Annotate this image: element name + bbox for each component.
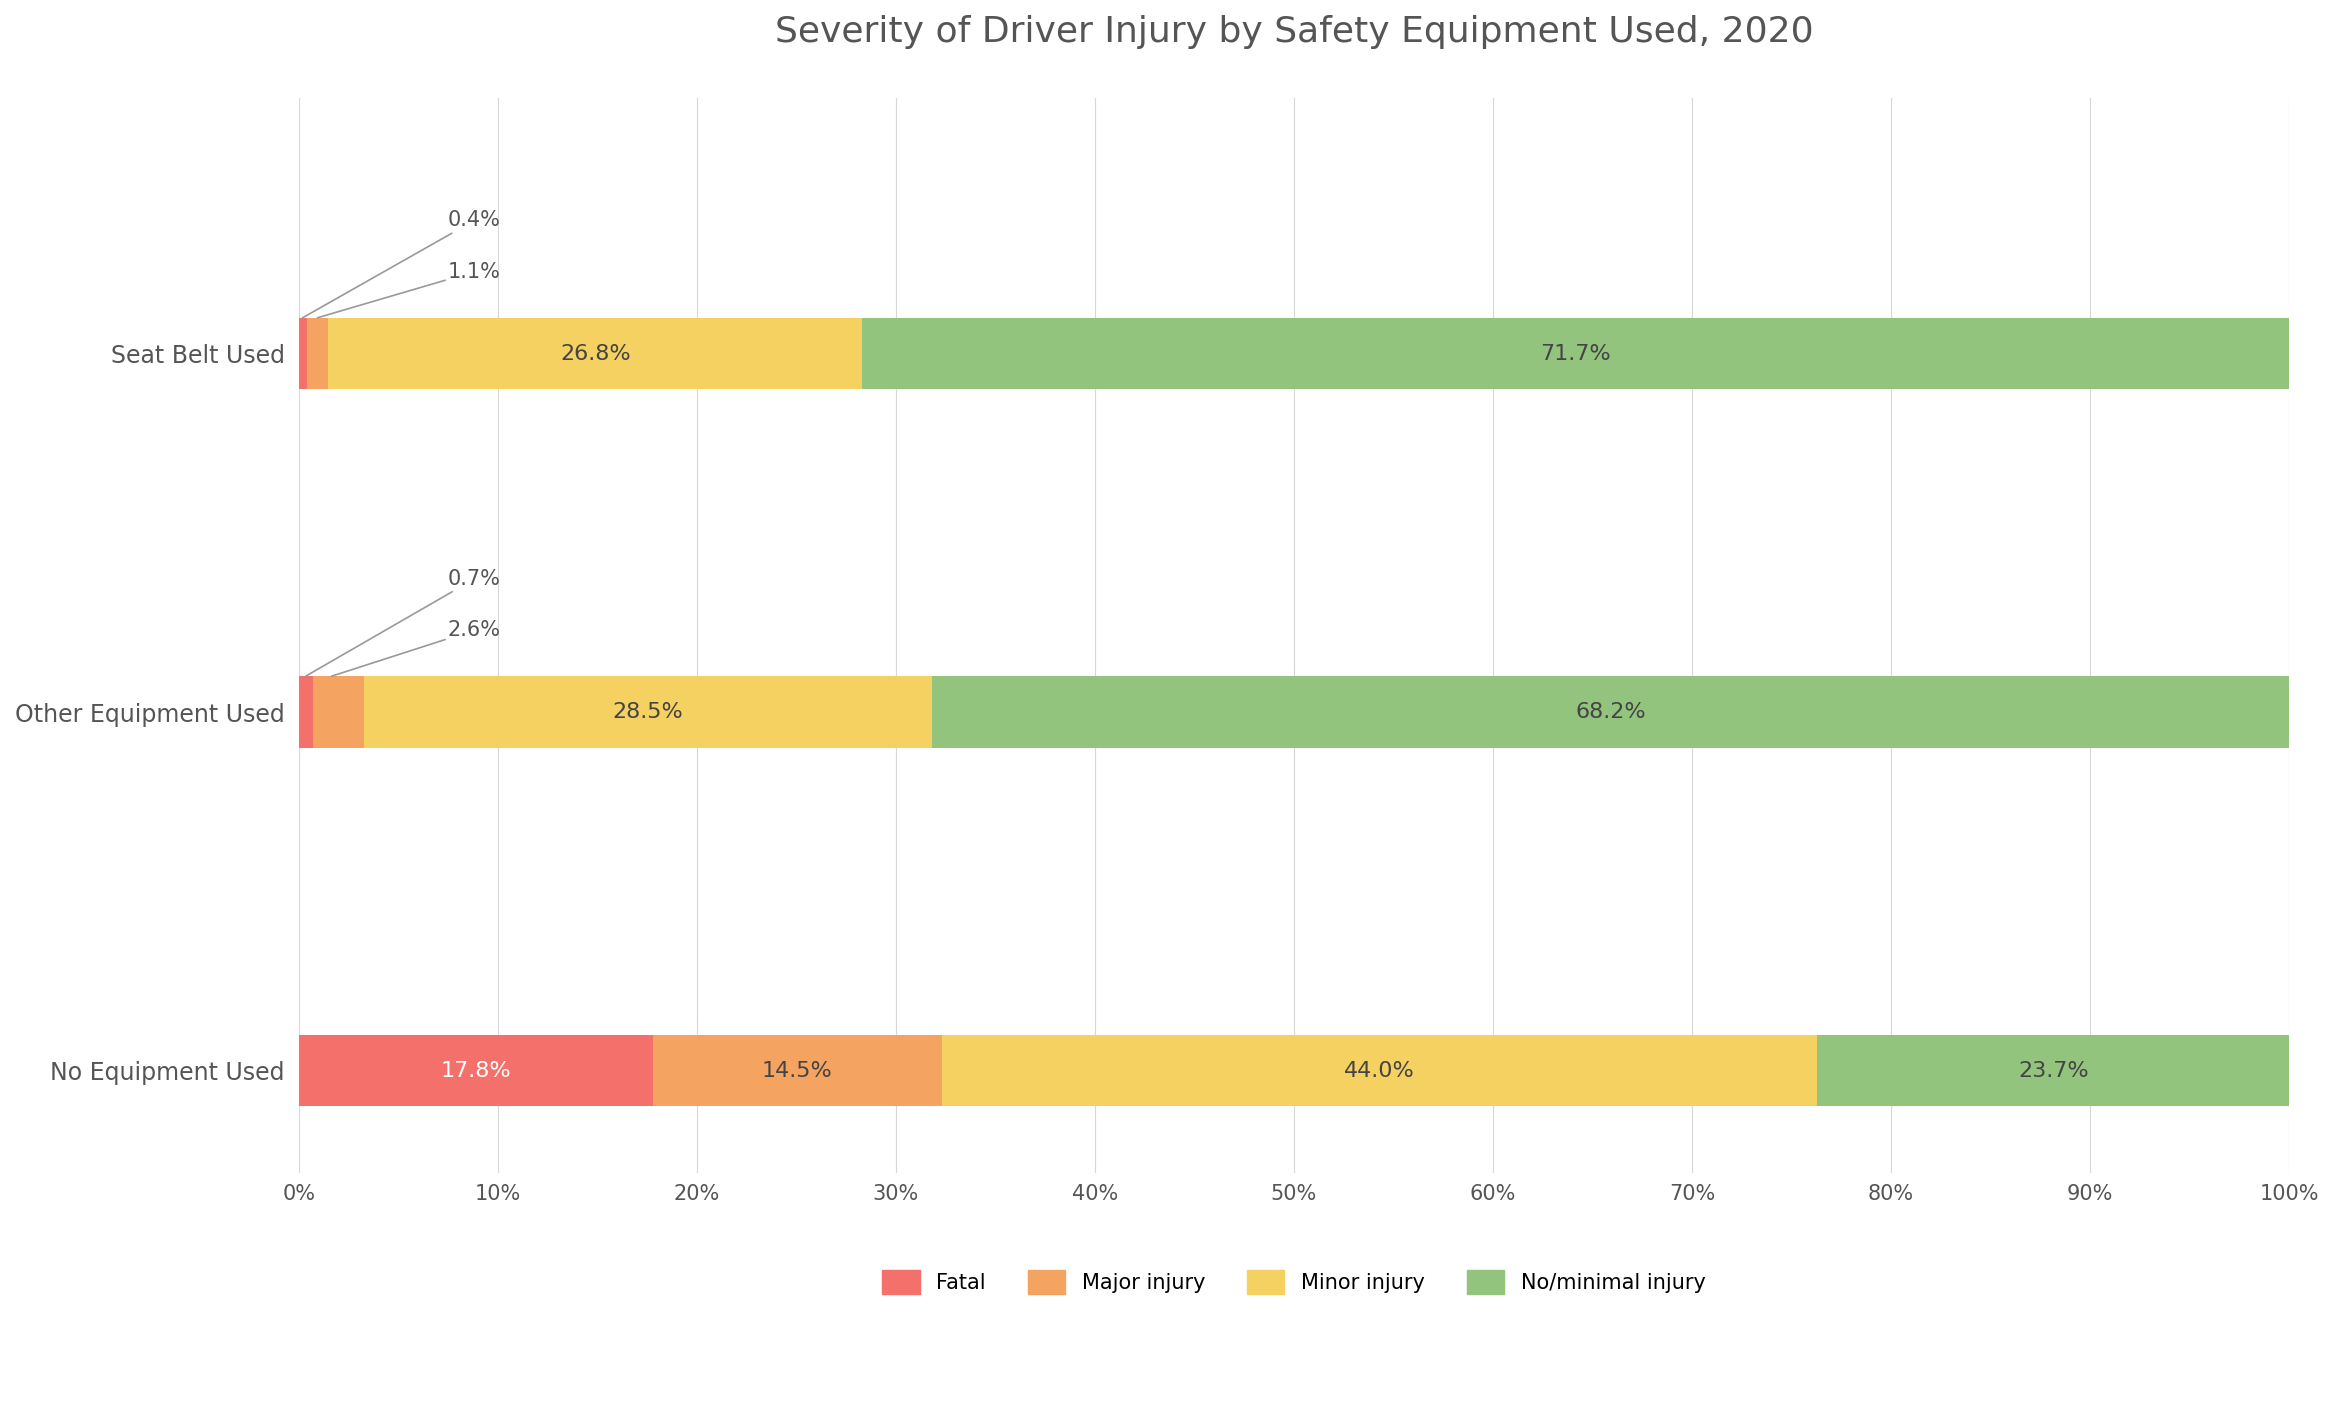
Text: 0.7%: 0.7% <box>306 569 502 676</box>
Text: 1.1%: 1.1% <box>317 262 502 318</box>
Bar <box>1818 1035 2290 1106</box>
Text: 17.8%: 17.8% <box>441 1060 511 1081</box>
Title: Severity of Driver Injury by Safety Equipment Used, 2020: Severity of Driver Injury by Safety Equi… <box>775 15 1814 49</box>
Text: 28.5%: 28.5% <box>612 702 684 722</box>
Bar <box>941 1035 1818 1106</box>
Bar <box>299 676 313 747</box>
Bar <box>329 318 861 390</box>
Text: 23.7%: 23.7% <box>2019 1060 2089 1081</box>
Text: 71.7%: 71.7% <box>1540 343 1610 363</box>
Legend: Fatal, Major injury, Minor injury, No/minimal injury: Fatal, Major injury, Minor injury, No/mi… <box>873 1262 1713 1302</box>
Bar <box>306 318 329 390</box>
Bar <box>313 676 364 747</box>
Bar <box>861 318 2290 390</box>
Bar <box>931 676 2290 747</box>
Text: 0.4%: 0.4% <box>303 210 502 318</box>
Bar <box>654 1035 941 1106</box>
Text: 26.8%: 26.8% <box>560 343 630 363</box>
Bar <box>299 1035 654 1106</box>
Text: 44.0%: 44.0% <box>1344 1060 1414 1081</box>
Text: 68.2%: 68.2% <box>1575 702 1645 722</box>
Bar <box>364 676 931 747</box>
Text: 14.5%: 14.5% <box>761 1060 833 1081</box>
Text: 2.6%: 2.6% <box>331 620 502 676</box>
Bar <box>299 318 306 390</box>
